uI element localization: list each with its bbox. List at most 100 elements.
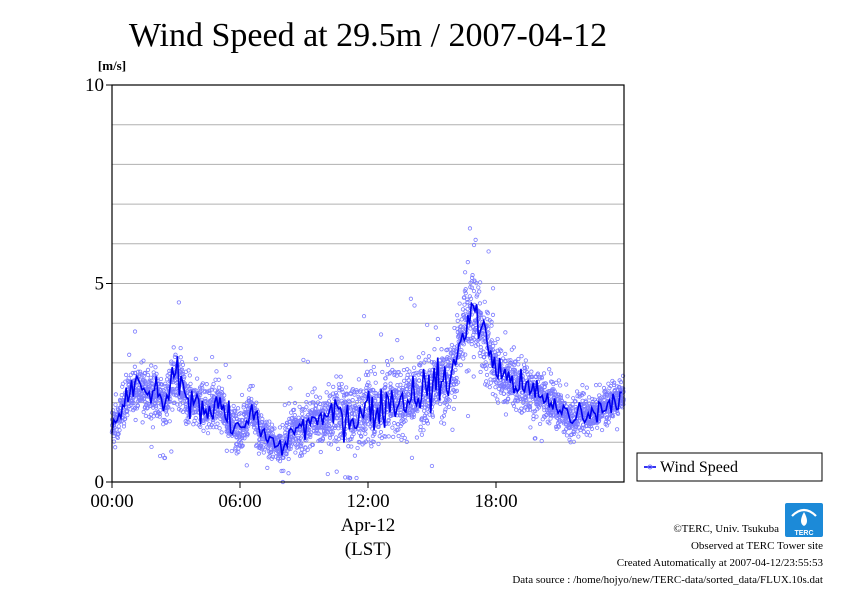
wind-speed-point <box>611 382 617 387</box>
wind-speed-point <box>452 394 457 400</box>
terc-logo-arc <box>791 508 817 517</box>
wind-speed-point <box>405 367 410 372</box>
wind-speed-point <box>441 421 447 426</box>
wind-speed-point <box>412 371 417 376</box>
wind-speed-point <box>371 364 376 370</box>
wind-speed-point <box>366 437 371 442</box>
wind-speed-point <box>485 311 491 316</box>
wind-speed-point <box>328 442 334 447</box>
wind-speed-point <box>344 391 349 396</box>
wind-speed-point <box>503 330 508 335</box>
wind-speed-point <box>284 427 289 433</box>
wind-speed-point <box>171 392 177 397</box>
wind-speed-point <box>256 451 262 456</box>
wind-speed-point <box>292 400 298 406</box>
wind-speed-point <box>461 342 466 347</box>
wind-speed-point <box>523 405 528 410</box>
x-axis-sublabel: (LST) <box>345 539 391 560</box>
wind-speed-point <box>352 453 358 458</box>
wind-speed-point <box>570 402 575 407</box>
wind-speed-point <box>471 288 477 294</box>
x-tick-label: 06:00 <box>218 491 261 512</box>
wind-speed-point <box>423 395 428 400</box>
wind-speed-point <box>188 381 193 386</box>
wind-speed-point <box>214 369 219 374</box>
wind-speed-point <box>145 372 151 377</box>
wind-speed-point <box>133 417 138 423</box>
wind-speed-point <box>332 423 337 428</box>
y-axis-ticks: 0 5 10 <box>85 75 112 493</box>
wind-speed-point <box>116 431 121 436</box>
wind-speed-point <box>458 324 464 329</box>
wind-speed-point <box>259 441 264 447</box>
wind-speed-point <box>421 351 426 356</box>
wind-speed-point <box>412 303 417 308</box>
wind-speed-point <box>406 378 411 383</box>
wind-speed-point <box>465 299 470 305</box>
wind-speed-point <box>371 439 376 445</box>
wind-speed-point <box>279 468 284 474</box>
wind-speed-point <box>149 444 154 450</box>
wind-speed-point <box>125 413 130 418</box>
wind-speed-point <box>322 424 327 429</box>
wind-speed-point <box>383 382 388 387</box>
wind-speed-point <box>166 405 171 410</box>
wind-speed-point <box>316 409 321 414</box>
wind-speed-point <box>495 400 501 405</box>
wind-speed-point <box>179 368 184 373</box>
wind-speed-point <box>486 326 491 331</box>
wind-speed-point <box>442 409 448 414</box>
wind-speed-point <box>327 394 332 399</box>
wind-speed-point <box>438 401 443 406</box>
wind-speed-point <box>445 367 450 372</box>
wind-speed-point <box>493 393 498 398</box>
wind-speed-point <box>385 372 390 377</box>
wind-speed-point <box>455 313 460 318</box>
wind-speed-point <box>396 427 401 432</box>
wind-speed-point <box>333 423 339 429</box>
wind-speed-point <box>481 349 486 354</box>
wind-speed-point <box>269 422 275 427</box>
wind-speed-point <box>244 463 249 468</box>
wind-speed-point <box>247 387 252 392</box>
wind-speed-point <box>186 384 191 389</box>
wind-speed-point <box>187 386 192 391</box>
wind-speed-point <box>354 399 359 405</box>
wind-speed-point <box>167 399 172 404</box>
wind-speed-point <box>356 377 361 382</box>
wind-speed-point <box>149 416 154 421</box>
wind-speed-point <box>398 382 403 387</box>
wind-speed-point <box>396 433 401 439</box>
wind-speed-point <box>240 443 245 448</box>
legend: Wind Speed <box>636 452 823 482</box>
wind-speed-point <box>426 354 432 359</box>
wind-speed-point <box>270 427 275 432</box>
wind-speed-point <box>211 381 216 387</box>
wind-speed-point <box>551 387 556 392</box>
wind-speed-point <box>163 381 168 386</box>
wind-speed-point <box>516 356 521 362</box>
wind-speed-point <box>308 432 313 437</box>
wind-speed-point <box>265 465 270 470</box>
wind-speed-point <box>372 371 378 376</box>
wind-speed-point <box>395 338 400 343</box>
wind-speed-point <box>153 365 158 370</box>
wind-speed-point <box>513 359 518 364</box>
wind-speed-point <box>516 362 521 367</box>
wind-speed-point <box>121 421 127 426</box>
wind-speed-point <box>330 430 336 435</box>
wind-speed-point <box>503 351 508 357</box>
wind-speed-point <box>288 386 293 391</box>
wind-speed-point <box>131 400 136 405</box>
wind-speed-point <box>571 439 576 444</box>
wind-speed-point <box>176 300 181 305</box>
wind-speed-point <box>180 362 186 368</box>
wind-speed-point <box>162 455 167 461</box>
wind-speed-point <box>224 448 229 453</box>
wind-speed-point <box>339 381 344 387</box>
wind-speed-point <box>463 309 468 314</box>
wind-speed-point <box>581 391 587 396</box>
wind-speed-point <box>219 430 224 435</box>
wind-speed-point <box>431 360 437 365</box>
wind-speed-point <box>128 407 133 412</box>
